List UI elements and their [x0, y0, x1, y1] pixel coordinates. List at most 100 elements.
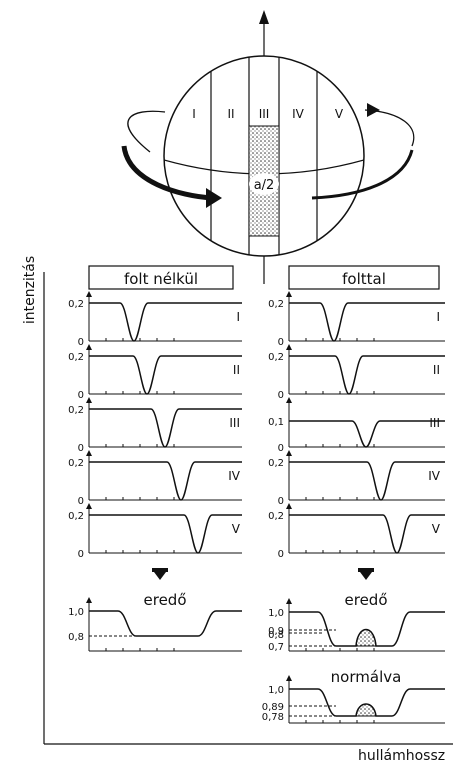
- panel-zone-label: V: [232, 522, 241, 536]
- panel-y-arrow: [286, 598, 292, 604]
- tick-label: 1,0: [68, 607, 84, 618]
- x-axis-label: hullámhossz: [358, 748, 445, 764]
- zone-label-III: III: [259, 107, 270, 121]
- line-profile: [289, 420, 445, 448]
- right-down-arrow: [358, 568, 374, 580]
- panel-y-arrow: [86, 450, 92, 456]
- rotation-arrow-front-right: [311, 149, 414, 200]
- panel-y-arrow: [86, 503, 92, 509]
- rotation-arrowhead-left: [206, 188, 222, 208]
- rotation-ring-back-right: [364, 109, 415, 147]
- tick-label: 1,0: [268, 608, 284, 619]
- tick-label-upper: 0,2: [68, 352, 84, 363]
- main-axes: intenzitás hullámhossz: [22, 256, 453, 764]
- normalized-panel: normálva 1,0 0,890,78: [262, 668, 445, 724]
- tick-label-zero: 0: [278, 390, 284, 401]
- spot-bump: [355, 629, 377, 647]
- tick-label: 0,8: [268, 630, 284, 641]
- tick-label-upper: 0,2: [268, 352, 284, 363]
- panel-y-arrow: [286, 675, 292, 681]
- panel-y-arrow: [286, 344, 292, 350]
- panel-zone-label: I: [436, 310, 440, 324]
- zone-label-V: V: [335, 107, 344, 121]
- right-column-title: folttal: [342, 270, 386, 288]
- tick-label-upper: 0,2: [68, 299, 84, 310]
- line-profile: [289, 355, 445, 395]
- axis-arrowhead: [259, 10, 269, 24]
- panel-y-arrow: [286, 397, 292, 403]
- rotation-arrowhead-right: [367, 103, 380, 117]
- line-profile: [89, 355, 242, 395]
- normalized-panel-label: normálva: [331, 668, 402, 686]
- panel-zone-label: II: [233, 363, 240, 377]
- panel-zone-label: IV: [228, 469, 241, 483]
- tick-label-zero: 0: [78, 549, 84, 560]
- panel-zone-label: I: [236, 310, 240, 324]
- rotation-arrow-front-left: [121, 145, 213, 201]
- combined-profile: [289, 611, 445, 647]
- panel-y-arrow: [286, 503, 292, 509]
- tick-label-upper: 0,2: [68, 511, 84, 522]
- left-panel-V: 0,2 0 V: [68, 503, 242, 560]
- line-profile: [89, 461, 242, 501]
- tick-label-zero: 0: [78, 390, 84, 401]
- left-result-panel: eredő 1,0 0,8: [68, 591, 242, 652]
- tick-label-zero: 0: [278, 496, 284, 507]
- line-profile: [89, 408, 242, 448]
- tick-label: 0,8: [68, 632, 84, 643]
- left-down-arrow: [152, 568, 168, 580]
- right-panel-II: 0,2 0 II: [268, 344, 445, 401]
- tick-label-zero: 0: [78, 496, 84, 507]
- line-profile: [89, 302, 242, 342]
- left-panel-II: 0,2 0 II: [68, 344, 242, 401]
- left-result-label: eredő: [144, 591, 187, 609]
- left-panel-IV: 0,2 0 IV: [68, 450, 242, 507]
- right-result-panel-label: eredő: [345, 591, 388, 609]
- right-panel-I: 0,2 0 I: [268, 291, 445, 348]
- panel-y-arrow: [86, 344, 92, 350]
- tick-label-zero: 0: [78, 337, 84, 348]
- spot-label-bubble: [249, 173, 279, 195]
- panel-zone-label: II: [433, 363, 440, 377]
- spot-bump: [355, 703, 377, 717]
- tick-label: 0,78: [262, 712, 284, 723]
- line-profile: [289, 302, 445, 342]
- panel-y-arrow: [86, 597, 92, 603]
- left-panel-I: 0,2 0 I: [68, 291, 242, 348]
- panel-zone-label: V: [432, 522, 441, 536]
- left-column-title-box: [88, 265, 234, 290]
- right-panel-IV: 0,2 0 IV: [268, 450, 445, 507]
- tick-label-upper: 0,2: [68, 458, 84, 469]
- panel-zone-label: IV: [428, 469, 441, 483]
- tick-label: 0,89: [262, 702, 284, 713]
- zone-label-IV: IV: [292, 107, 305, 121]
- combined-profile: [89, 610, 242, 637]
- panel-y-arrow: [86, 291, 92, 297]
- tick-label: 1,0: [268, 685, 284, 696]
- right-column-title-box: [288, 265, 440, 290]
- panel-y-arrow: [286, 291, 292, 297]
- tick-label-zero: 0: [78, 443, 84, 454]
- spot-label: a/2: [254, 178, 275, 193]
- panel-zone-label: III: [429, 416, 440, 430]
- line-profile: [289, 514, 445, 554]
- right-result-panel: eredő 1,0 0,9 0,7: [268, 591, 445, 653]
- tick-label: 0,7: [268, 642, 284, 653]
- rotating-star-sphere: a/2 I II III IV V: [121, 10, 415, 284]
- tick-label-zero: 0: [278, 443, 284, 454]
- tick-label-upper: 0,2: [268, 458, 284, 469]
- rotation-ring-back: [127, 110, 166, 153]
- tick-label-upper: 0,1: [268, 417, 284, 428]
- tick-label-zero: 0: [278, 337, 284, 348]
- line-profile: [89, 514, 242, 554]
- tick-label: 0,9: [268, 626, 284, 637]
- spectrum-panels: 0,2 0 I 0,2 0 II 0,2 0 III 0,2 0 IV 0,2 0 V 0,2 0 I 0,2 0 II…: [68, 291, 445, 724]
- panel-y-arrow: [286, 450, 292, 456]
- zone-label-II: II: [227, 107, 234, 121]
- tick-label-upper: 0,2: [68, 405, 84, 416]
- right-panel-V: 0,2 0 V: [268, 503, 445, 560]
- tick-label-zero: 0: [278, 549, 284, 560]
- panel-y-arrow: [86, 397, 92, 403]
- left-panel-III: 0,2 0 III: [68, 397, 242, 454]
